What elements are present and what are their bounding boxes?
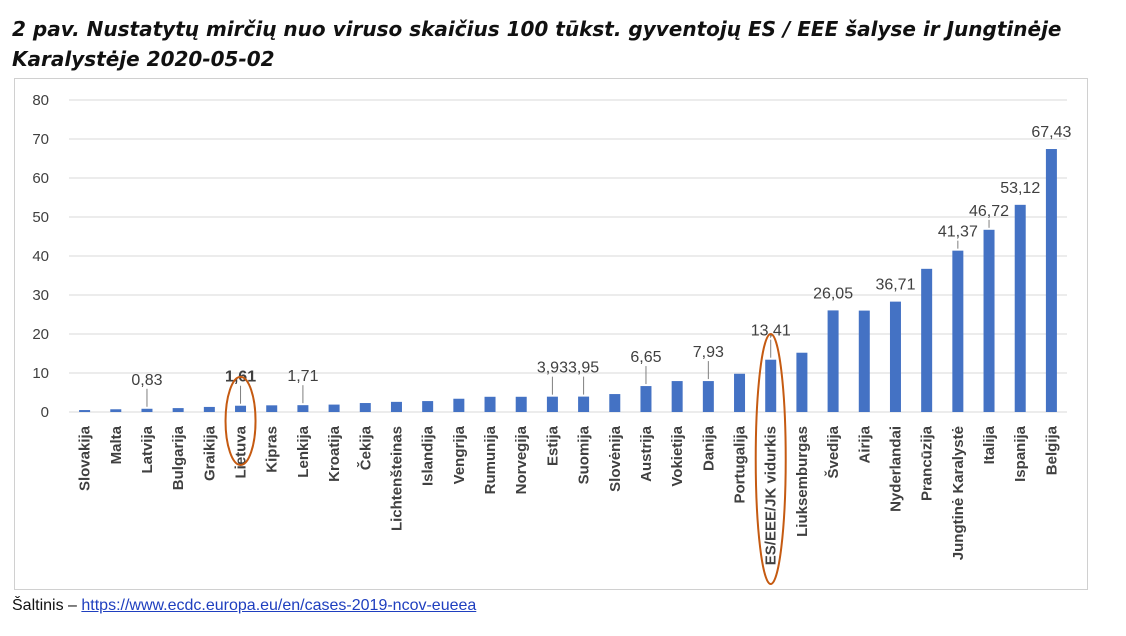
- x-tick-label: Slovėnija: [607, 425, 624, 492]
- x-tick-label: Suomija: [576, 425, 593, 484]
- bar: [453, 398, 465, 412]
- bar: [858, 310, 870, 412]
- data-label: 13,41: [751, 323, 791, 340]
- x-tick-label: Danija: [700, 425, 717, 471]
- data-label: 36,71: [875, 277, 915, 294]
- bar: [203, 406, 215, 412]
- x-tick-label: Rumunija: [482, 425, 499, 494]
- bar: [609, 394, 621, 412]
- x-tick-label: Čekija: [356, 425, 374, 470]
- x-tick-label: Liuksemburgas: [794, 426, 811, 537]
- bar: [796, 352, 808, 412]
- bar: [983, 229, 995, 412]
- x-tick-label: Lenkija: [295, 425, 312, 477]
- y-tick-label: 20: [32, 326, 49, 343]
- y-tick-label: 80: [32, 92, 49, 109]
- chart-title: 2 pav. Nustatytų mirčių nuo viruso skaič…: [12, 17, 1062, 71]
- x-tick-label: Švedija: [824, 425, 842, 478]
- x-tick-label: Graikija: [201, 425, 218, 481]
- bar: [827, 310, 839, 412]
- x-tick-label: Estija: [544, 425, 561, 466]
- data-label: 26,05: [813, 285, 853, 302]
- x-tick-label: Islandija: [420, 425, 437, 486]
- data-label: 6,65: [630, 349, 661, 366]
- y-tick-label: 40: [32, 248, 49, 265]
- bar: [702, 381, 714, 412]
- x-tick-label: Austrija: [638, 425, 655, 482]
- source-link[interactable]: https://www.ecdc.europa.eu/en/cases-2019…: [81, 597, 477, 614]
- bar: [297, 405, 309, 412]
- data-label: 67,43: [1031, 124, 1071, 141]
- highlight-ellipse: [224, 375, 257, 467]
- data-label: 1,71: [287, 368, 318, 385]
- data-label: 3,95: [568, 360, 599, 377]
- x-tick-label: Ispanija: [1012, 425, 1029, 482]
- bar: [328, 404, 340, 412]
- bar: [359, 403, 371, 412]
- x-tick-label: Belgija: [1043, 425, 1060, 475]
- x-tick-label: Lietuva: [233, 425, 250, 478]
- bar: [765, 359, 777, 412]
- data-label: 7,93: [693, 344, 724, 361]
- x-tick-label: Norvegija: [513, 425, 530, 494]
- x-tick-label: Jungtinė Karalystė: [950, 426, 967, 560]
- bar: [515, 396, 527, 412]
- bar: [484, 396, 496, 412]
- data-label: 0,83: [131, 372, 162, 389]
- x-tick-label: Airija: [856, 425, 873, 463]
- bar: [952, 250, 964, 412]
- data-label: 46,72: [969, 203, 1009, 220]
- x-tick-label: ES/EEE/JK vidurkis: [763, 426, 780, 565]
- x-tick-label: Vokietija: [669, 425, 686, 486]
- bar: [422, 401, 434, 412]
- bar: [235, 405, 247, 412]
- y-tick-label: 50: [32, 209, 49, 226]
- x-tick-label: Malta: [108, 425, 125, 464]
- bar: [141, 408, 153, 412]
- y-tick-label: 30: [32, 287, 49, 304]
- bar: [889, 301, 901, 412]
- x-tick-label: Nyderlandai: [887, 426, 904, 512]
- bar: [1014, 204, 1026, 412]
- chart-area: 0 10 20 30 40 50 60 70 80 Slovakija Malta Latvija Bu…: [14, 78, 1088, 590]
- x-tick-label: Portugalija: [732, 425, 749, 503]
- y-tick-label: 60: [32, 170, 49, 187]
- x-tick-label: Lichtenšteinas: [388, 426, 405, 531]
- x-tick-label: Kroatija: [326, 425, 343, 482]
- bar: [921, 268, 933, 412]
- y-tick-label: 0: [41, 404, 49, 421]
- bar: [734, 373, 746, 412]
- data-label: 41,37: [938, 224, 978, 241]
- bar: [671, 381, 683, 412]
- bar: [266, 405, 278, 412]
- y-tick-label: 70: [32, 131, 49, 148]
- bar: [172, 408, 184, 412]
- bar: [578, 396, 590, 412]
- data-label: 3,93: [537, 360, 568, 377]
- source-line: Šaltinis – https://www.ecdc.europa.eu/en…: [12, 597, 476, 615]
- bar: [1045, 149, 1057, 412]
- x-tick-label: Latvija: [139, 425, 156, 473]
- x-tick-label: Italija: [981, 425, 998, 464]
- source-prefix: Šaltinis –: [12, 597, 82, 614]
- x-tick-label: Kipras: [264, 426, 281, 473]
- bar: [640, 386, 652, 412]
- data-label: 53,12: [1000, 180, 1040, 197]
- bar-chart: 0 10 20 30 40 50 60 70 80 Slovakija Malta Latvija Bu…: [32, 92, 1072, 585]
- y-tick-label: 10: [32, 365, 49, 382]
- bar: [546, 396, 558, 412]
- bar: [79, 410, 91, 412]
- bar: [390, 401, 402, 412]
- highlight-ellipse: [754, 333, 787, 585]
- x-tick-label: Bulgarija: [170, 425, 187, 490]
- x-tick-label: Slovakija: [77, 425, 94, 491]
- bar: [110, 409, 122, 412]
- x-tick-label: Prancūzija: [919, 425, 936, 501]
- x-tick-label: Vengrija: [451, 425, 468, 484]
